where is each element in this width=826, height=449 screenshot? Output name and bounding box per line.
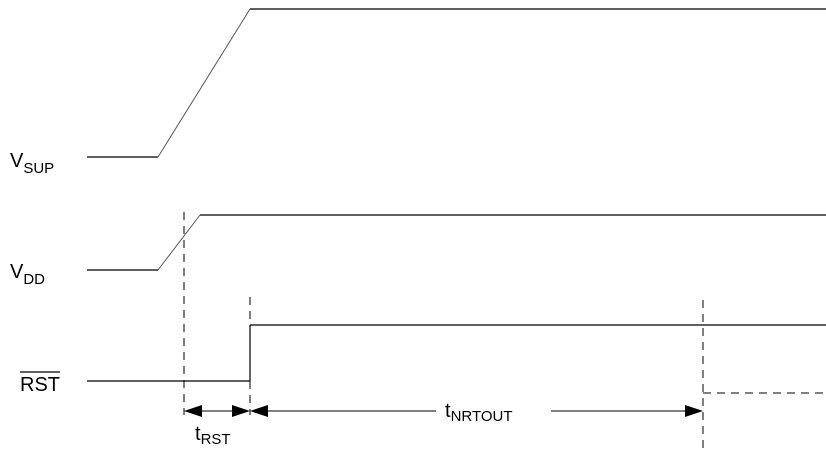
rst-label: RST [20,371,60,396]
trst-label-sub: RST [201,431,231,448]
tnrtout-label: tNRTOUT [445,400,513,425]
tnrtout-label-main: t [445,400,451,422]
trst-label-main: t [195,423,201,445]
tnrtout-dimension [250,405,703,417]
vsup-rising-edge [157,8,251,158]
vdd-label-sub: DD [23,271,45,288]
vdd-label: VDD [10,261,45,288]
vdd-rising-edge [157,214,201,271]
trst-arrow-left-icon [184,405,202,417]
vsup-label-main: V [10,150,24,172]
tnrtout-label-sub: NRTOUT [451,408,513,425]
trst-arrow-right-icon [232,405,250,417]
vsup-label: VSUP [10,150,54,177]
trst-label: tRST [195,423,231,448]
vdd-label-main: V [10,261,24,283]
rst-label-text: RST [20,374,60,396]
vsup-label-sub: SUP [23,160,54,177]
trst-dimension [184,405,250,417]
rst-waveform [87,324,826,394]
vdd-waveform [87,214,826,271]
tnrtout-arrow-left-icon [250,405,268,417]
tnrtout-arrow-right-icon [685,405,703,417]
vsup-waveform [87,8,826,158]
